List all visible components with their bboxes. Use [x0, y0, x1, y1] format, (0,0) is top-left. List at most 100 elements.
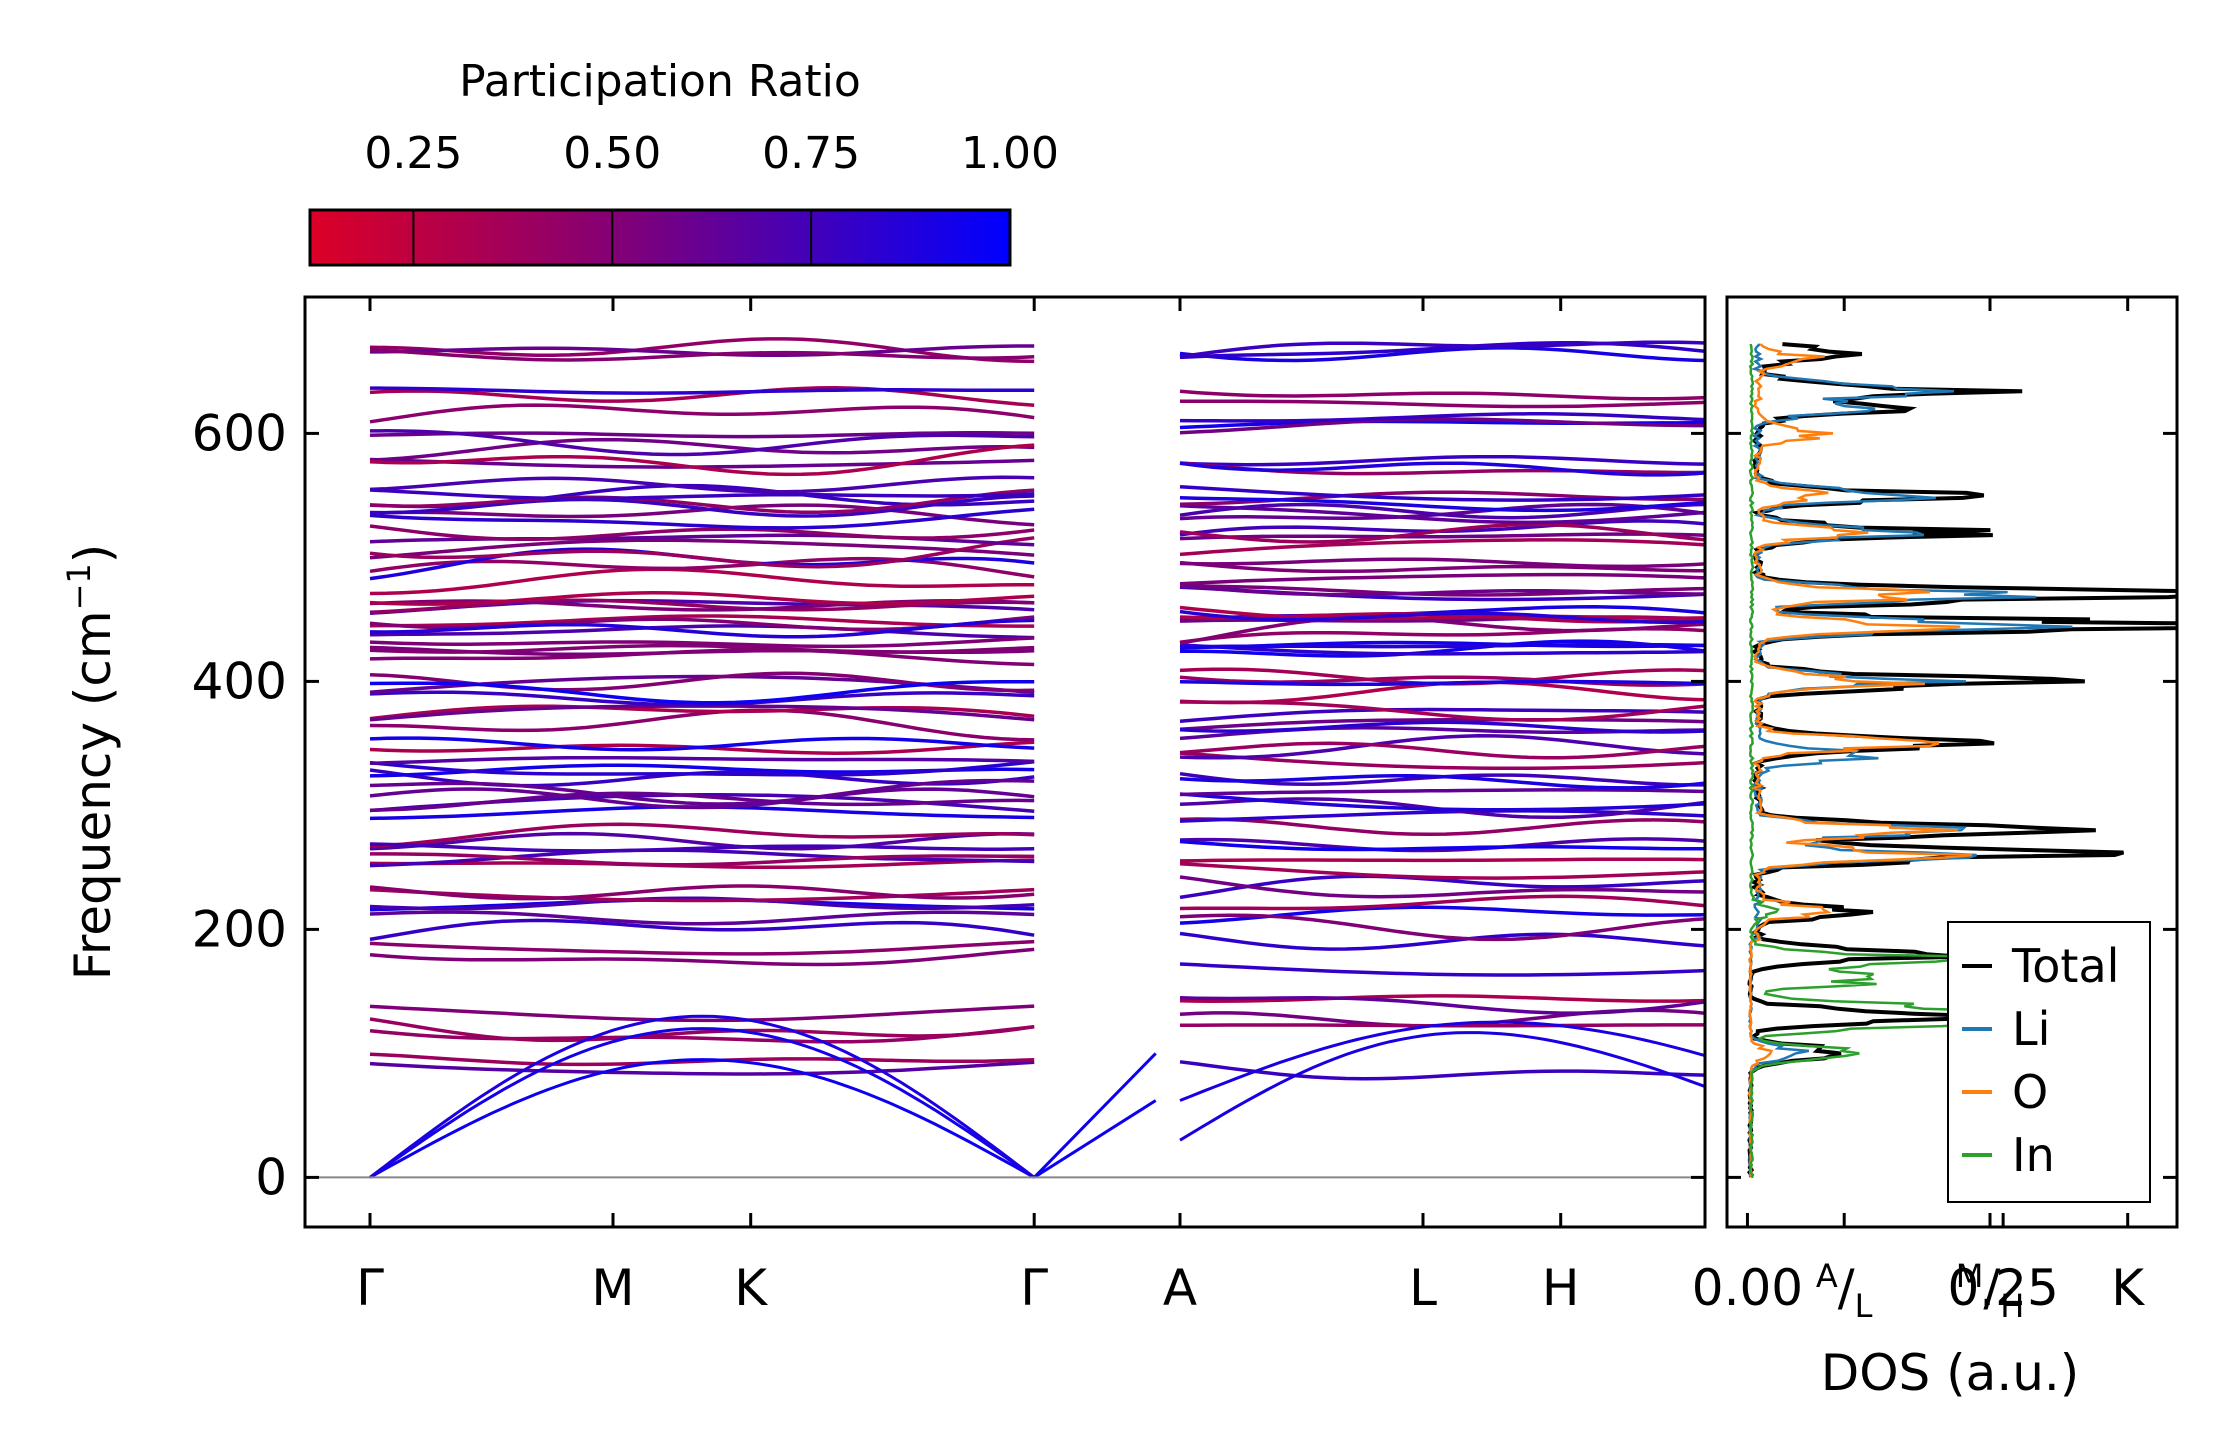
band-line — [1990, 869, 2222, 894]
band-line — [369, 1025, 1035, 1044]
band-line — [369, 842, 1035, 853]
band-line — [1990, 646, 2222, 656]
band-line — [1179, 519, 1705, 537]
band-line — [369, 755, 1035, 766]
band-lines — [369, 337, 2222, 1179]
band-line — [1179, 584, 1705, 597]
colorbar-tick-label: 1.00 — [961, 128, 1059, 179]
band-line — [1179, 707, 1705, 723]
band-line — [1990, 539, 2222, 541]
band-line — [1990, 374, 2222, 392]
x-tick-label: H — [1542, 1259, 1580, 1317]
band-line — [369, 1017, 1035, 1043]
band-line — [1990, 573, 2222, 576]
band-line — [369, 598, 1035, 614]
dos-legend: Total Li O In — [1947, 921, 2151, 1203]
colorbar-tick-label: 0.75 — [762, 128, 860, 179]
band-line — [1990, 684, 2222, 690]
band-line — [1990, 454, 2222, 474]
band-line — [1990, 755, 2222, 779]
x-tick-label-bottom: L — [1855, 1287, 1873, 1325]
band-line — [1179, 532, 1705, 541]
band-line — [369, 348, 1035, 362]
band-line — [1990, 390, 2222, 404]
band-line — [369, 939, 1035, 956]
colorbar-tick-label: 0.25 — [364, 128, 462, 179]
bands-axes-frame — [303, 295, 1707, 1229]
band-line — [369, 708, 1035, 742]
band-line — [369, 1004, 1035, 1023]
y-tick-label: 400 — [192, 652, 287, 710]
band-line — [1179, 875, 1705, 899]
band-line — [1180, 399, 1705, 409]
band-line — [1990, 864, 2222, 885]
band-line — [369, 429, 1035, 457]
band-line — [1990, 528, 2222, 534]
band-line — [369, 614, 1035, 628]
band-line — [369, 778, 1035, 806]
x-tick-label-top: A — [1816, 1257, 1838, 1295]
x-tick-label: A — [1163, 1259, 1197, 1317]
band-line — [1990, 415, 2222, 419]
band-line — [1179, 461, 1705, 477]
x-tick-label: M — [591, 1259, 634, 1317]
band-line — [1179, 1008, 1705, 1028]
band-line — [1990, 639, 2222, 642]
dos-x-tick-label: 0.00 — [1692, 1259, 1803, 1317]
band-line — [1179, 797, 1705, 820]
band-line — [1179, 412, 1705, 423]
x-tick-label-slash: / — [1983, 1259, 2000, 1317]
acoustic-branch — [369, 1014, 1036, 1179]
band-line — [1179, 679, 1705, 687]
band-line — [1990, 702, 2222, 708]
band-line — [1990, 640, 2222, 646]
acoustic-branch — [369, 1027, 1036, 1179]
band-line — [1990, 705, 2222, 723]
band-line — [1990, 696, 2222, 720]
band-line — [1179, 557, 1705, 569]
band-line — [1990, 531, 2222, 535]
band-line — [1179, 751, 1705, 771]
colorbar-title: Participation Ratio — [459, 56, 861, 107]
band-line — [1990, 644, 2222, 655]
band-line — [369, 488, 1035, 501]
band-line — [1990, 703, 2222, 722]
band-line — [1990, 839, 2222, 845]
band-line — [1179, 627, 1705, 644]
y-axis-label: Frequency (cm−1) — [60, 544, 122, 981]
band-line — [369, 536, 1035, 569]
acoustic-branch — [1179, 1031, 1705, 1142]
band-line — [369, 618, 1035, 639]
band-line — [1179, 640, 1705, 650]
acoustic-branch — [369, 1058, 1035, 1179]
band-line — [369, 386, 1035, 407]
band-line — [369, 1060, 1035, 1076]
band-line — [1179, 560, 1705, 574]
band-line — [1990, 470, 2222, 489]
band-line — [1179, 931, 1705, 951]
band-line — [1179, 774, 1705, 790]
band-line — [1990, 876, 2222, 890]
x-tick-label: M/H — [1956, 1257, 2025, 1325]
dos-curve-in — [1748, 343, 2076, 1178]
band-line — [1179, 771, 1705, 787]
colorbar: Participation Ratio 0.25 0.50 0.75 1.00 — [308, 56, 1059, 267]
legend-label: O — [2012, 1065, 2048, 1119]
band-line — [1179, 700, 1705, 722]
band-line — [369, 443, 1035, 477]
band-line — [1990, 792, 2222, 806]
x-tick-label: Γ — [1020, 1259, 1048, 1317]
dos-curves — [1747, 342, 2177, 1178]
y-axis-label-exponent: −1 — [60, 563, 98, 610]
x-tick-label: K — [2111, 1259, 2145, 1317]
y-tick-label: 600 — [192, 404, 287, 462]
acoustic-branch — [1033, 1052, 1157, 1179]
band-line — [1990, 482, 2222, 504]
band-line — [1990, 535, 2222, 558]
acoustic-branch — [1179, 1020, 1705, 1102]
band-line — [369, 848, 1035, 868]
band-line — [1179, 538, 1705, 557]
band-line — [1990, 701, 2222, 720]
band-line — [1990, 501, 2222, 517]
band-line — [369, 437, 1035, 462]
